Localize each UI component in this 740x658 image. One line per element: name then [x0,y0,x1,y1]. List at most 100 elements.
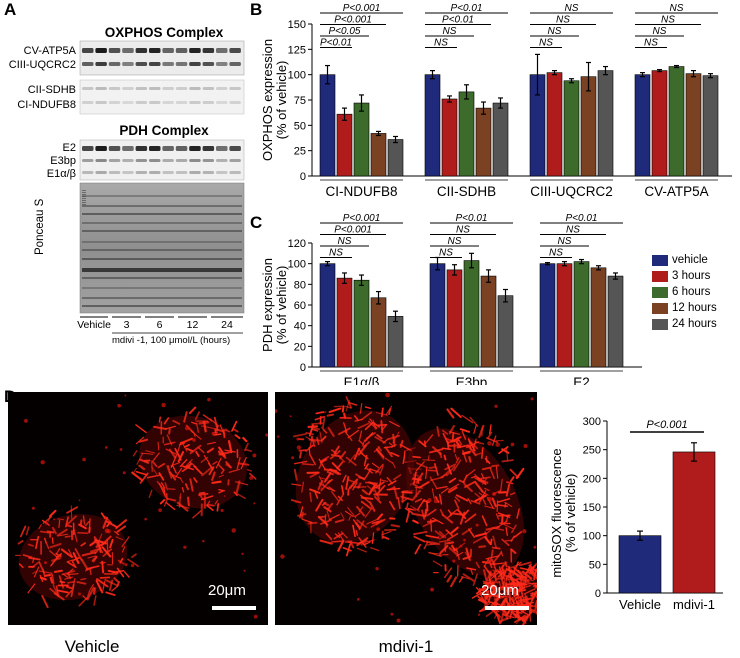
mitochondrion [370,547,380,552]
mitochondrion [364,406,372,409]
mitochondrion [44,573,51,577]
blot-band [189,48,201,53]
speckle [253,502,256,505]
mitochondrion [446,513,453,519]
mitochondrion [414,544,422,555]
y-tick-label: 0 [595,588,601,600]
caption-mdivi: mdivi-1 [378,637,434,656]
mitochondrion [355,529,359,536]
mitochondrion [331,462,341,472]
legend-label: vehicle [672,254,708,266]
mitochondrion [389,500,396,511]
y-tick-label: 150 [288,19,306,31]
mitochondrion [412,506,420,512]
mitochondrion [102,516,109,529]
blot-band [135,171,148,174]
pdh-title: PDH Complex [119,123,209,138]
mitochondrion [86,586,95,601]
bar [702,75,719,177]
mitochondrion [139,458,150,464]
mitochondrion [412,483,419,488]
mitochondrion [338,427,351,436]
mitochondrion [509,492,516,496]
bar [429,263,446,368]
mitochondrion [472,573,478,587]
mitochondrion [121,536,130,548]
speckle [459,544,463,548]
blot-band [82,101,94,104]
mitochondrion [301,463,315,466]
bar [475,107,492,177]
mitochondrion [340,485,345,495]
mitochondrion [356,519,368,529]
mitochondrion [467,444,477,457]
significance-label: P<0.001 [343,213,381,224]
mitochondrion [190,430,202,440]
blot-band [202,146,215,151]
lane-vehicle: Vehicle [77,319,111,331]
mitochondrion [390,524,400,528]
mitochondrion [467,498,472,505]
blot-band [149,62,161,66]
mitochondrion [364,468,372,479]
mitochondrion [509,476,515,483]
speckle [40,460,45,465]
mitochondrion [427,469,437,472]
mitochondrion [506,481,514,485]
mitochondrion [51,526,57,535]
mitochondrion [392,431,400,444]
mitochondrion [56,528,68,537]
mitochondrion [331,540,343,543]
mitochondrion [492,551,502,564]
mitochondrion [360,494,371,504]
mitochondrion [89,568,92,576]
mitochondrion [131,553,137,559]
mitochondrion [448,477,457,484]
mitochondrion [464,551,471,560]
mitochondrion [532,585,537,589]
mitochondrion [464,480,477,489]
category-label: Vehicle [619,597,661,612]
speckle [24,418,28,423]
mitochondrion [328,407,342,414]
mitochondrion [66,561,77,568]
mitochondrion [382,438,389,444]
speckle [376,527,380,531]
bar [458,91,475,177]
significance-label: P<0.01 [320,38,352,49]
mitochondrion [179,493,182,499]
mitochondrion [89,584,94,592]
mitochondrion [342,546,352,552]
ponceau-band [82,205,242,207]
mitochondrion [445,529,454,537]
blot-band [108,62,121,66]
speckle [31,506,35,510]
bar [685,73,702,177]
blot-band [108,159,121,162]
mitochondrion [456,551,464,557]
mitochondrion [49,550,58,558]
speckle [486,481,489,484]
blot-band [149,159,161,162]
mitochondrion [361,489,369,495]
mitochondrion [348,454,356,464]
mitochondrion [384,457,394,464]
blot-band [82,171,94,174]
mitochondrion [375,449,385,460]
mitochondrion [348,515,351,521]
mitochondrion [462,449,468,463]
mitochondrion [177,451,185,463]
mitochondrion [481,490,489,496]
speckle [385,392,390,398]
mitochondrion [133,467,137,473]
mitochondrion [80,558,89,570]
mitochondrion [481,466,493,471]
mitochondrion [334,519,345,524]
mitochondrion [337,532,344,541]
lane-3h: 3 [123,319,130,331]
mitochondrion [387,480,397,486]
mitochondrion [236,493,247,500]
y-tick-label: 50 [589,559,601,571]
mitochondrion [516,590,520,600]
mitochondrion [417,477,420,484]
